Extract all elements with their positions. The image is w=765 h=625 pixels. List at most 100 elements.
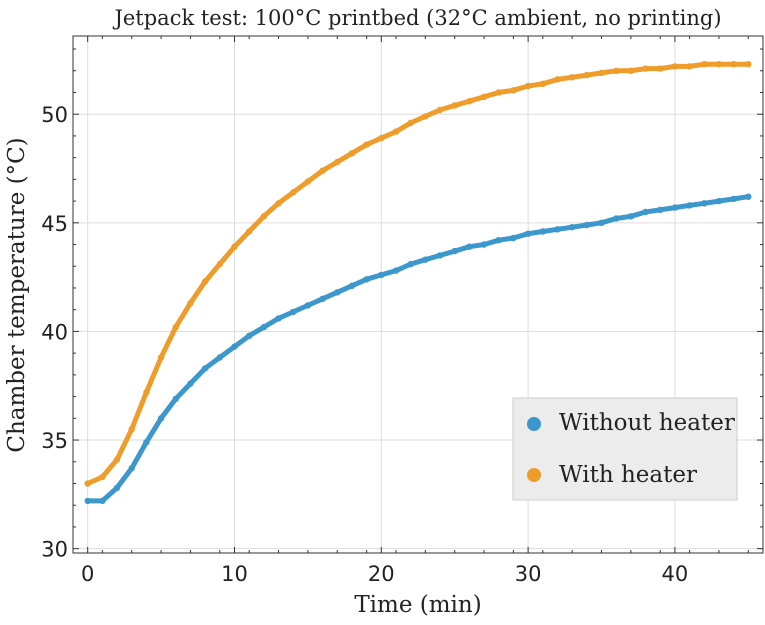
- x-tick-label: 30: [515, 562, 542, 586]
- data-point-with-heater: [392, 128, 400, 135]
- x-axis-label: Time (min): [354, 592, 481, 618]
- data-point-with-heater: [451, 102, 458, 109]
- data-point-with-heater: [260, 213, 268, 220]
- data-point-with-heater: [715, 60, 723, 68]
- data-point-with-heater: [671, 63, 679, 70]
- data-point-with-heater: [642, 65, 649, 72]
- data-point-with-heater: [231, 243, 238, 250]
- data-point-with-heater: [495, 89, 502, 96]
- data-point-with-heater: [466, 98, 473, 105]
- legend-marker-with-heater: [527, 468, 541, 482]
- data-point-without-heater: [128, 465, 135, 472]
- data-point-with-heater: [275, 200, 282, 207]
- data-point-without-heater: [554, 226, 561, 233]
- data-point-without-heater: [334, 289, 341, 296]
- data-point-without-heater: [187, 380, 194, 387]
- data-point-without-heater: [568, 224, 576, 231]
- data-point-without-heater: [99, 497, 106, 505]
- legend-label-without-heater: Without heater: [559, 410, 735, 436]
- data-point-without-heater: [745, 193, 752, 200]
- series-line-with-heater: [85, 61, 751, 486]
- data-point-with-heater: [113, 456, 121, 463]
- data-point-without-heater: [657, 206, 664, 213]
- data-point-with-heater: [319, 167, 326, 174]
- y-tick-label: 45: [41, 212, 68, 236]
- data-point-with-heater: [657, 65, 664, 72]
- data-point-without-heater: [392, 267, 400, 274]
- grid-lines: [73, 36, 763, 553]
- data-point-without-heater: [613, 215, 620, 222]
- series-layer: [84, 60, 752, 505]
- data-point-with-heater: [363, 141, 370, 148]
- data-point-with-heater: [348, 150, 356, 157]
- data-point-without-heater: [524, 230, 532, 237]
- data-point-without-heater: [246, 332, 253, 339]
- legend-box: [512, 397, 738, 501]
- data-point-without-heater: [319, 295, 326, 302]
- data-point-with-heater: [598, 69, 605, 77]
- data-point-without-heater: [143, 439, 150, 446]
- data-point-without-heater: [642, 208, 649, 216]
- data-point-with-heater: [627, 67, 635, 75]
- data-point-without-heater: [304, 302, 312, 309]
- data-point-with-heater: [290, 189, 297, 196]
- data-point-with-heater: [334, 158, 341, 166]
- data-point-without-heater: [466, 243, 473, 250]
- data-point-without-heater: [715, 197, 723, 205]
- data-point-without-heater: [730, 195, 737, 203]
- data-point-without-heater: [407, 260, 414, 268]
- y-tick-label: 50: [41, 103, 68, 127]
- data-point-without-heater: [113, 484, 121, 491]
- data-point-with-heater: [480, 93, 488, 101]
- y-axis-label: Chamber temperature (°C): [4, 137, 30, 452]
- y-tick-label: 35: [41, 429, 68, 453]
- data-point-without-heater: [701, 200, 708, 207]
- data-point-without-heater: [627, 213, 635, 220]
- data-point-without-heater: [290, 308, 297, 316]
- data-point-without-heater: [172, 395, 179, 402]
- data-point-with-heater: [730, 60, 737, 68]
- data-point-with-heater: [157, 354, 165, 361]
- data-point-without-heater: [275, 315, 282, 322]
- data-point-with-heater: [304, 178, 312, 185]
- data-point-without-heater: [363, 276, 370, 283]
- legend-marker-without-heater: [527, 417, 541, 431]
- data-point-with-heater: [187, 300, 194, 307]
- plot-frame: [72, 35, 764, 554]
- data-point-with-heater: [378, 134, 385, 142]
- data-point-without-heater: [348, 282, 356, 289]
- data-point-without-heater: [260, 323, 268, 331]
- data-point-without-heater: [583, 221, 590, 229]
- data-point-with-heater: [128, 426, 135, 433]
- data-point-with-heater: [201, 278, 209, 285]
- data-point-with-heater: [510, 87, 517, 94]
- x-tick-label: 0: [81, 562, 94, 586]
- data-point-without-heater: [216, 354, 223, 361]
- data-point-with-heater: [686, 63, 693, 70]
- data-point-with-heater: [143, 389, 150, 396]
- data-point-with-heater: [407, 119, 414, 127]
- data-point-without-heater: [510, 234, 517, 242]
- data-point-without-heater: [157, 415, 165, 422]
- data-point-with-heater: [539, 80, 546, 88]
- chart-title: Jetpack test: 100°C printbed (32°C ambie…: [112, 6, 721, 30]
- legend: Without heater With heater: [512, 397, 738, 501]
- data-point-without-heater: [231, 343, 238, 350]
- data-point-with-heater: [701, 60, 708, 68]
- data-point-without-heater: [436, 252, 444, 259]
- axis-ticks: 0 10 20 30 40 30 35 40 45 50: [41, 36, 763, 586]
- y-tick-label: 40: [41, 320, 68, 344]
- data-point-with-heater: [613, 67, 620, 75]
- data-point-without-heater: [378, 271, 385, 279]
- data-point-with-heater: [745, 60, 752, 68]
- x-tick-label: 40: [662, 562, 689, 586]
- x-tick-label: 20: [368, 562, 395, 586]
- legend-label-with-heater: With heater: [559, 462, 697, 488]
- series-line-without-heater: [85, 194, 751, 504]
- x-tick-label: 10: [221, 562, 248, 586]
- data-point-without-heater: [686, 202, 693, 209]
- y-tick-label: 30: [41, 538, 68, 562]
- data-point-with-heater: [99, 473, 106, 481]
- data-point-without-heater: [451, 247, 458, 255]
